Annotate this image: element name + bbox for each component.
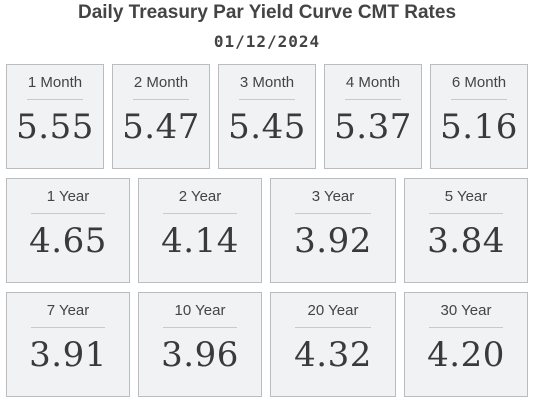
- rate-label: 1 Year: [46, 188, 90, 205]
- divider: [451, 99, 507, 100]
- rate-label: 5 Year: [444, 188, 488, 205]
- rate-card-4-month: 4 Month 5.37: [324, 64, 422, 169]
- rate-label: 4 Month: [345, 74, 401, 91]
- divider: [295, 327, 371, 328]
- rate-value: 5.16: [440, 107, 518, 147]
- page-title: Daily Treasury Par Yield Curve CMT Rates: [77, 2, 457, 23]
- rate-card-6-month: 6 Month 5.16: [430, 64, 528, 169]
- rate-card-2-year: 2 Year 4.14: [138, 178, 262, 283]
- divider: [163, 327, 237, 328]
- rate-card-5-year: 5 Year 3.84: [404, 178, 528, 283]
- rate-label: 7 Year: [46, 302, 90, 319]
- rate-value: 5.37: [334, 107, 412, 147]
- divider: [239, 99, 295, 100]
- divider: [429, 327, 503, 328]
- rate-card-30-year: 30 Year 4.20: [404, 292, 528, 397]
- divider: [27, 99, 83, 100]
- rate-value: 5.47: [122, 107, 200, 147]
- rate-value: 4.32: [294, 335, 372, 375]
- rate-value: 5.45: [228, 107, 306, 147]
- divider: [295, 213, 371, 214]
- rate-label: 6 Month: [451, 74, 507, 91]
- rate-label: 3 Year: [311, 188, 355, 205]
- rate-label: 3 Month: [239, 74, 295, 91]
- rate-label: 2 Year: [178, 188, 222, 205]
- rate-label: 30 Year: [440, 302, 492, 319]
- rate-label: 1 Month: [27, 74, 83, 91]
- divider: [163, 213, 237, 214]
- rate-card-3-month: 3 Month 5.45: [218, 64, 316, 169]
- rate-value: 4.65: [29, 221, 107, 261]
- rate-card-1-year: 1 Year 4.65: [6, 178, 130, 283]
- rate-card-7-year: 7 Year 3.91: [6, 292, 130, 397]
- rate-card-2-month: 2 Month 5.47: [112, 64, 210, 169]
- divider: [31, 213, 105, 214]
- rate-label: 10 Year: [174, 302, 226, 319]
- rate-value: 3.96: [161, 335, 239, 375]
- rate-value: 3.84: [427, 221, 505, 261]
- rate-value: 5.55: [16, 107, 94, 147]
- rate-card-1-month: 1 Month 5.55: [6, 64, 104, 169]
- rate-value: 3.92: [294, 221, 372, 261]
- rate-value: 3.91: [29, 335, 107, 375]
- rates-date: 01/12/2024: [213, 32, 321, 51]
- rate-card-20-year: 20 Year 4.32: [270, 292, 396, 397]
- divider: [429, 213, 503, 214]
- rate-card-3-year: 3 Year 3.92: [270, 178, 396, 283]
- divider: [133, 99, 189, 100]
- rate-value: 4.14: [161, 221, 239, 261]
- rate-value: 4.20: [427, 335, 505, 375]
- divider: [31, 327, 105, 328]
- rate-label: 2 Month: [133, 74, 189, 91]
- rate-label: 20 Year: [307, 302, 359, 319]
- divider: [345, 99, 401, 100]
- rate-card-10-year: 10 Year 3.96: [138, 292, 262, 397]
